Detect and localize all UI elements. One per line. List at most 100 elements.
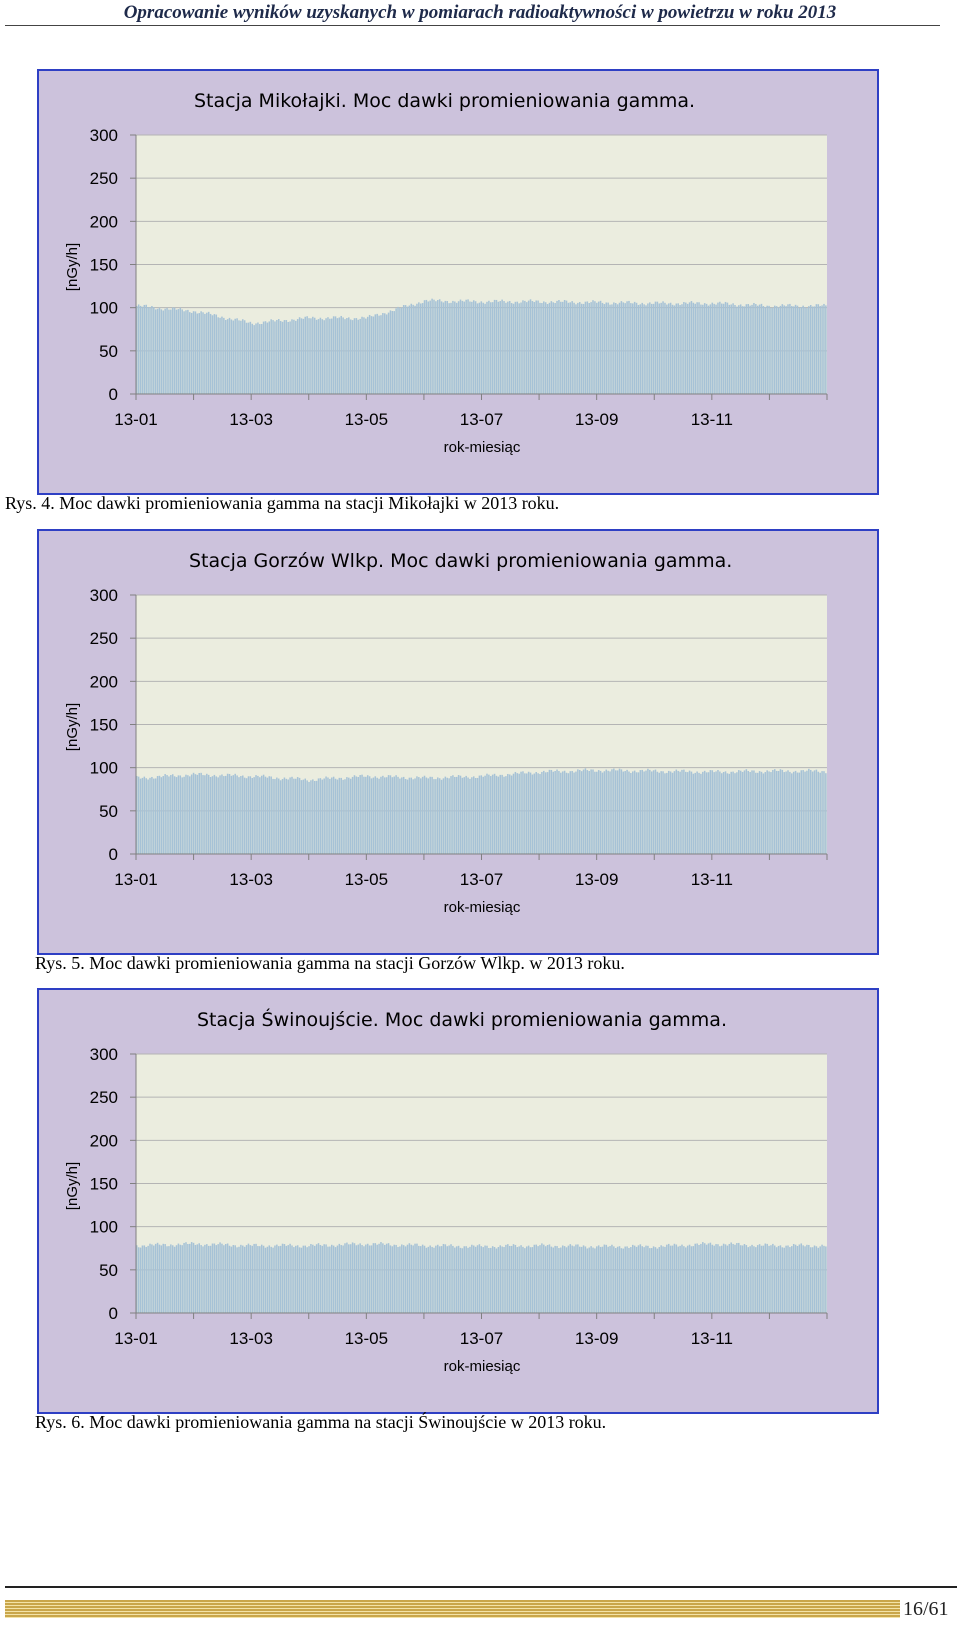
data-bar [414, 305, 416, 394]
data-bar [361, 774, 363, 854]
data-bar [283, 1244, 286, 1313]
data-bar [196, 1244, 199, 1313]
data-bar [493, 773, 496, 854]
data-bar [478, 1244, 481, 1313]
data-bar [514, 771, 517, 854]
data-bar [715, 771, 717, 854]
data-bar [423, 300, 426, 394]
data-bar [614, 1248, 617, 1313]
data-bar [628, 1247, 630, 1313]
data-bar [624, 303, 626, 394]
data-bar [181, 309, 183, 394]
data-bar [410, 1244, 413, 1313]
data-bar [399, 1246, 401, 1313]
data-bar [707, 1243, 710, 1313]
data-bar [234, 1245, 236, 1313]
data-bar [183, 776, 185, 854]
data-bar [715, 1244, 717, 1313]
data-bar [766, 1243, 768, 1313]
data-bar [457, 775, 460, 854]
data-bar [198, 1243, 200, 1313]
data-bar [401, 307, 403, 394]
data-bar [490, 776, 492, 854]
data-bar [783, 1247, 785, 1313]
data-bar [156, 776, 159, 854]
data-bar [556, 1246, 558, 1313]
data-bar [594, 771, 596, 854]
data-bar [217, 777, 219, 854]
data-bar [711, 302, 714, 394]
data-bar [783, 772, 785, 854]
data-bar [768, 771, 770, 854]
data-bar [147, 1245, 149, 1313]
data-bar [821, 305, 823, 394]
data-bar [260, 1244, 263, 1313]
data-bar [488, 300, 490, 394]
y-tick-label: 250 [90, 169, 118, 188]
data-bar [253, 325, 255, 394]
data-bar [171, 1245, 174, 1313]
data-bar [798, 1244, 801, 1313]
data-bar [391, 777, 394, 854]
data-bar [249, 321, 252, 394]
data-bar [596, 302, 598, 394]
data-bar [277, 778, 280, 854]
data-bar [206, 773, 208, 854]
data-bar [741, 771, 744, 854]
data-bar [603, 771, 606, 854]
data-bar [582, 1245, 585, 1313]
data-bar [650, 303, 653, 394]
data-bar [775, 1247, 778, 1313]
data-bar [755, 772, 757, 854]
data-bar [236, 318, 238, 394]
data-bar [315, 319, 318, 394]
data-bar [656, 771, 659, 854]
data-bar [338, 777, 341, 854]
data-bar [499, 301, 501, 394]
data-bar [141, 306, 144, 394]
data-bar [730, 304, 732, 394]
data-bar [147, 779, 149, 854]
data-bar [673, 1243, 676, 1313]
x-tick-label: 13-05 [345, 410, 388, 429]
data-bar [429, 776, 431, 854]
data-bar [756, 772, 759, 854]
data-bar [173, 776, 176, 854]
data-bar [219, 775, 221, 854]
data-bar [607, 770, 609, 854]
data-bar [291, 319, 293, 394]
data-bar [313, 317, 316, 394]
data-bar [452, 775, 454, 854]
data-bar [760, 771, 763, 854]
data-bar [312, 316, 314, 394]
data-bar [622, 1248, 625, 1313]
data-bar [626, 769, 628, 854]
data-bar [817, 771, 820, 854]
data-bar [546, 772, 549, 854]
data-bar [738, 770, 740, 854]
data-bar [317, 778, 320, 854]
footer-decoration [5, 1600, 900, 1618]
data-bar [613, 1246, 615, 1313]
data-bar [397, 306, 399, 394]
data-bar [751, 770, 753, 854]
data-bar [283, 320, 286, 394]
data-bar [230, 775, 233, 854]
data-bar [777, 307, 780, 394]
data-bar [692, 302, 695, 394]
data-bar [618, 302, 621, 394]
data-bar [624, 771, 626, 854]
data-bar [245, 778, 248, 854]
data-bar [437, 1244, 439, 1313]
data-bar [327, 1246, 329, 1313]
data-bar [143, 304, 146, 394]
data-bar [724, 1244, 727, 1313]
data-bar [611, 304, 613, 394]
data-bar [306, 316, 308, 394]
data-bar [781, 769, 784, 854]
y-tick-label: 200 [90, 1131, 118, 1150]
data-bar [577, 302, 579, 394]
data-bar [480, 775, 483, 854]
data-bar [149, 1243, 151, 1313]
data-bar [175, 1245, 178, 1313]
